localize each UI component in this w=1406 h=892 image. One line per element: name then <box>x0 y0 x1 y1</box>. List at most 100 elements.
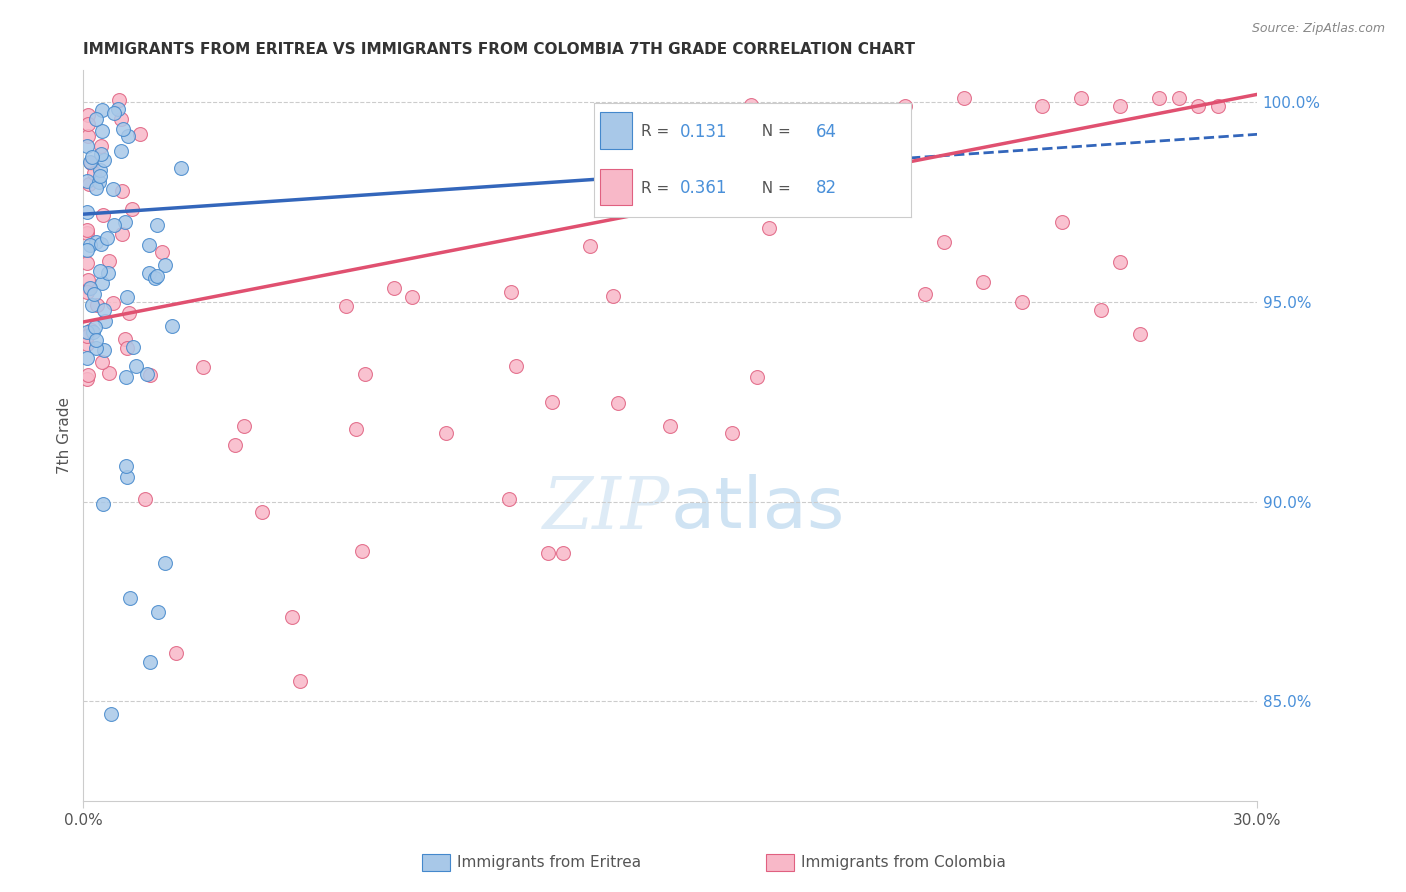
Point <box>91 354 114 368</box>
Point <box>76 372 98 386</box>
Point <box>100 707 122 722</box>
Point <box>91 497 114 511</box>
Point <box>110 112 132 127</box>
Point <box>76 272 98 286</box>
Point <box>79 178 101 192</box>
Point <box>250 505 273 519</box>
Point <box>80 323 103 337</box>
Point <box>150 244 173 259</box>
Point <box>89 264 111 278</box>
Point <box>110 144 132 158</box>
Point <box>97 266 120 280</box>
Point <box>1187 99 1209 113</box>
Text: Source: ZipAtlas.com: Source: ZipAtlas.com <box>1251 22 1385 36</box>
Point <box>162 318 184 333</box>
Point <box>79 238 101 252</box>
Point <box>76 139 98 153</box>
Point <box>120 591 142 606</box>
Text: Immigrants from Eritrea: Immigrants from Eritrea <box>457 855 641 870</box>
Point <box>80 156 103 170</box>
Point <box>932 235 955 249</box>
Point <box>553 545 575 559</box>
Text: Immigrants from Colombia: Immigrants from Colombia <box>801 855 1007 870</box>
Point <box>1070 91 1092 105</box>
Point <box>103 106 125 120</box>
Point <box>353 367 375 381</box>
Point <box>122 340 145 354</box>
Point <box>537 546 560 560</box>
Text: atlas: atlas <box>671 475 845 543</box>
Point <box>1149 91 1171 105</box>
Point <box>1206 99 1229 113</box>
Point <box>117 470 139 484</box>
Point <box>87 175 110 189</box>
Point <box>170 161 193 175</box>
Point <box>1050 215 1073 229</box>
Point <box>143 271 166 285</box>
Point <box>1109 99 1132 113</box>
Point <box>401 290 423 304</box>
Point <box>1109 255 1132 269</box>
Point <box>118 306 141 320</box>
Point <box>103 218 125 232</box>
Point <box>76 325 98 339</box>
Point <box>76 117 98 131</box>
Text: ZIP: ZIP <box>543 474 671 544</box>
Point <box>76 174 98 188</box>
Point <box>1129 326 1152 341</box>
Point <box>76 226 98 240</box>
Point <box>165 646 187 660</box>
Point <box>115 290 138 304</box>
Point <box>972 275 994 289</box>
Text: IMMIGRANTS FROM ERITREA VS IMMIGRANTS FROM COLOMBIA 7TH GRADE CORRELATION CHART: IMMIGRANTS FROM ERITREA VS IMMIGRANTS FR… <box>83 42 915 57</box>
Point <box>76 129 98 144</box>
Point <box>77 368 100 383</box>
Point <box>193 360 215 375</box>
Point <box>97 253 120 268</box>
Point <box>114 333 136 347</box>
Point <box>94 313 117 327</box>
Point <box>1090 303 1112 318</box>
Point <box>952 91 974 105</box>
Point <box>93 207 115 221</box>
Point <box>115 341 138 355</box>
Point <box>93 343 115 358</box>
Point <box>146 268 169 283</box>
Point <box>139 368 162 383</box>
Point <box>721 426 744 441</box>
Point <box>79 281 101 295</box>
Point <box>579 239 602 253</box>
Point <box>758 221 780 235</box>
Point <box>83 166 105 180</box>
Point <box>90 147 112 161</box>
Point <box>740 97 762 112</box>
Point <box>115 370 138 384</box>
Point <box>436 426 458 441</box>
Point <box>115 458 138 473</box>
Point <box>499 285 522 300</box>
Point <box>76 256 98 270</box>
Point <box>498 491 520 506</box>
Point <box>505 359 527 374</box>
Point <box>82 150 104 164</box>
Point <box>224 438 246 452</box>
Point <box>134 492 156 507</box>
Point <box>139 655 162 669</box>
Point <box>76 223 98 237</box>
Point <box>1167 91 1189 105</box>
Point <box>101 296 124 310</box>
Point <box>125 359 148 373</box>
Point <box>83 286 105 301</box>
Point <box>111 227 134 242</box>
Point <box>79 155 101 169</box>
Point <box>135 367 157 381</box>
Point <box>117 128 139 143</box>
Point <box>107 103 129 117</box>
Point <box>89 162 111 177</box>
Point <box>90 139 112 153</box>
Point <box>76 329 98 343</box>
Point <box>76 204 98 219</box>
Point <box>344 422 367 436</box>
Point <box>121 202 143 216</box>
Point <box>1031 99 1053 113</box>
